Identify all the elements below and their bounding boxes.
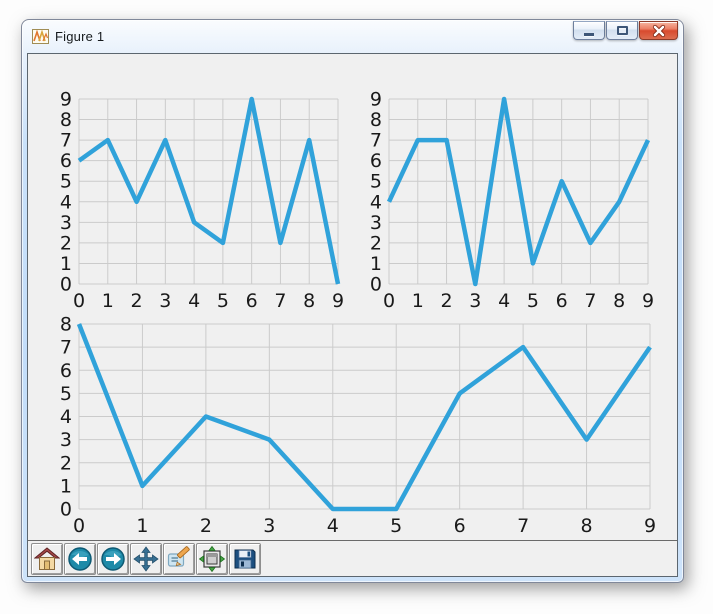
svg-text:3: 3 [159,290,171,312]
minimize-icon [584,33,594,36]
back-arrow-icon [68,546,92,571]
svg-text:7: 7 [370,130,382,152]
svg-text:5: 5 [217,290,229,312]
svg-text:5: 5 [370,171,382,193]
svg-text:7: 7 [274,290,286,312]
zoom-button[interactable] [163,542,195,575]
svg-text:2: 2 [60,452,72,474]
svg-text:1: 1 [60,475,72,497]
svg-text:2: 2 [60,232,72,254]
svg-text:4: 4 [498,290,510,312]
svg-text:8: 8 [613,290,625,312]
svg-text:8: 8 [303,290,315,312]
svg-text:8: 8 [581,515,593,537]
svg-text:4: 4 [327,515,339,537]
svg-text:6: 6 [370,150,382,172]
svg-text:1: 1 [60,253,72,275]
window-controls [573,21,678,40]
svg-text:0: 0 [73,515,85,537]
svg-text:6: 6 [246,290,258,312]
svg-text:7: 7 [517,515,529,537]
svg-text:1: 1 [136,515,148,537]
svg-text:2: 2 [370,232,382,254]
svg-text:6: 6 [556,290,568,312]
svg-text:0: 0 [370,274,382,296]
svg-text:5: 5 [60,383,72,405]
svg-text:1: 1 [370,253,382,275]
svg-text:7: 7 [60,337,72,359]
svg-text:8: 8 [60,109,72,131]
home-button[interactable] [31,542,63,575]
save-floppy-icon [234,549,256,568]
svg-text:6: 6 [60,150,72,172]
zoom-rect-icon [167,545,190,567]
maximize-button[interactable] [606,21,638,40]
subplots-config-icon [199,545,225,572]
svg-text:0: 0 [60,274,72,296]
close-button[interactable] [639,21,678,40]
svg-text:7: 7 [584,290,596,312]
svg-text:2: 2 [131,290,143,312]
svg-text:9: 9 [60,89,72,111]
window-title: Figure 1 [55,29,105,44]
pan-button[interactable] [130,542,162,575]
svg-text:7: 7 [60,130,72,152]
svg-text:5: 5 [390,515,402,537]
svg-text:3: 3 [60,212,72,234]
save-button[interactable] [229,542,261,575]
titlebar[interactable]: Figure 1 [22,20,683,53]
svg-text:6: 6 [60,360,72,382]
svg-text:4: 4 [370,191,382,213]
navigation-toolbar [28,541,677,576]
svg-text:0: 0 [60,499,72,521]
svg-text:3: 3 [60,429,72,451]
svg-text:3: 3 [469,290,481,312]
svg-text:4: 4 [60,406,72,428]
svg-text:0: 0 [383,290,395,312]
svg-text:1: 1 [412,290,424,312]
maximize-icon [616,26,628,35]
svg-text:6: 6 [454,515,466,537]
svg-text:2: 2 [441,290,453,312]
minimize-button[interactable] [573,21,605,40]
svg-text:0: 0 [73,290,85,312]
svg-text:9: 9 [642,290,654,312]
svg-text:2: 2 [200,515,212,537]
svg-text:8: 8 [60,314,72,336]
forward-arrow-icon [101,546,125,571]
home-icon [34,546,60,570]
subplots-button[interactable] [196,542,228,575]
svg-text:3: 3 [370,212,382,234]
svg-text:1: 1 [102,290,114,312]
matplotlib-logo-icon [32,29,49,44]
svg-text:9: 9 [644,515,656,537]
svg-text:8: 8 [370,109,382,131]
svg-text:3: 3 [263,515,275,537]
forward-button[interactable] [97,542,129,575]
svg-text:4: 4 [188,290,200,312]
close-icon [652,24,665,37]
svg-text:5: 5 [60,171,72,193]
svg-text:4: 4 [60,191,72,213]
svg-text:9: 9 [332,290,344,312]
pan-arrows-icon [133,545,159,572]
back-button[interactable] [64,542,96,575]
svg-text:5: 5 [527,290,539,312]
svg-text:9: 9 [370,89,382,111]
